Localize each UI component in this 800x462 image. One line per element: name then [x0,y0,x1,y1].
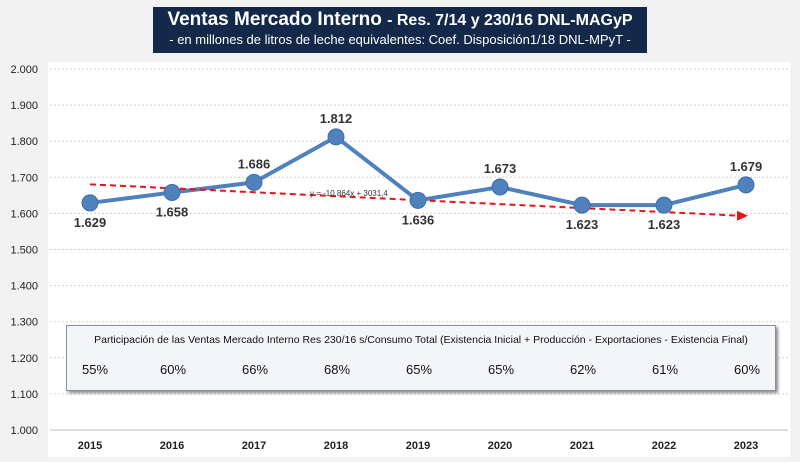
data-point [81,194,99,212]
data-label: 1.636 [402,212,435,227]
x-tick-label: 2016 [160,440,184,452]
y-tick-label: 1.100 [10,389,38,401]
data-label: 1.673 [484,161,517,176]
data-point [327,128,345,146]
participation-value: 60% [733,362,761,377]
data-label: 1.679 [730,159,763,174]
data-label: 1.623 [566,217,599,232]
data-label: 1.623 [648,217,681,232]
participation-table: Participación de las Ventas Mercado Inte… [66,325,776,391]
y-tick-label: 1.800 [10,136,38,148]
y-tick-label: 1.400 [10,281,38,293]
data-point [491,178,509,196]
data-point [409,191,427,209]
chart-subtitle: - en millones de litros de leche equival… [169,32,631,47]
data-label: 1.658 [156,204,189,219]
data-label: 1.812 [320,111,353,126]
data-point [245,173,263,191]
y-tick-label: 1.500 [10,245,38,257]
x-tick-label: 2021 [570,440,594,452]
chart-title: Ventas Mercado Interno [167,9,382,30]
y-tick-label: 1.600 [10,208,38,220]
data-label: 1.629 [74,215,107,230]
participation-value: 65% [405,362,433,377]
title-box: Ventas Mercado Interno - Res. 7/14 y 230… [153,7,647,53]
participation-value: 66% [241,362,269,377]
y-tick-label: 1.700 [10,172,38,184]
participation-value: 60% [159,362,187,377]
participation-value: 62% [569,362,597,377]
table-header: Participación de las Ventas Mercado Inte… [94,334,748,346]
data-point [573,196,591,214]
participation-value: 65% [487,362,515,377]
participation-value: 55% [81,362,109,377]
participation-value: 61% [651,362,679,377]
trendline-arrow [737,210,748,221]
y-tick-label: 1.000 [10,425,38,437]
x-tick-label: 2018 [324,440,348,452]
x-tick-label: 2017 [242,440,266,452]
x-tick-label: 2022 [652,440,676,452]
data-point [163,183,181,201]
x-tick-label: 2015 [78,440,102,452]
data-point [737,176,755,194]
x-tick-label: 2020 [488,440,512,452]
plot-area [48,62,790,457]
chart-title-suffix: - Res. 7/14 y 230/16 DNL-MAGyP [387,12,633,29]
x-tick-label: 2019 [406,440,430,452]
y-tick-label: 1.200 [10,353,38,365]
trendline-equation: y = -10,864x + 3031,4 [310,189,388,198]
data-point [655,196,673,214]
y-tick-label: 2.000 [10,64,38,76]
participation-value: 68% [323,362,351,377]
data-label: 1.686 [238,156,271,171]
x-tick-label: 2023 [734,440,758,452]
y-tick-label: 1.300 [10,317,38,329]
y-tick-label: 1.900 [10,100,38,112]
